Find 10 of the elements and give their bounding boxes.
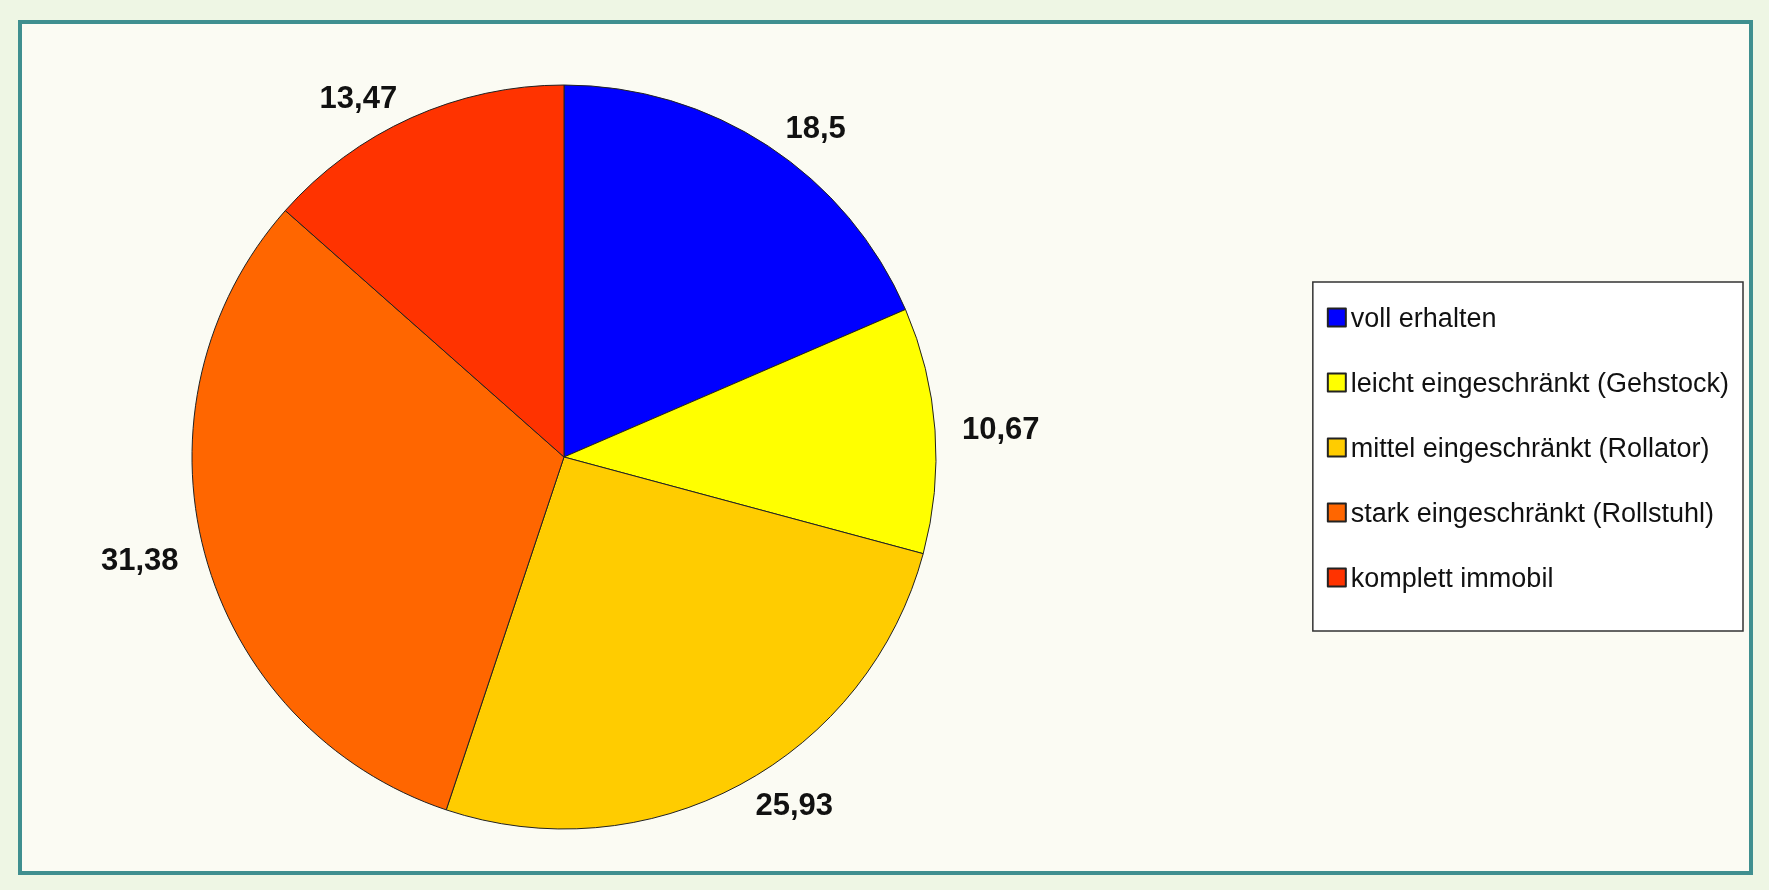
- legend-label: leicht eingeschränkt (Gehstock): [1350, 367, 1729, 398]
- data-label: 18,5: [785, 110, 846, 146]
- legend-label: komplett immobil: [1350, 562, 1554, 593]
- data-label: 10,67: [961, 410, 1040, 446]
- data-label: 31,38: [100, 541, 179, 577]
- legend-label: voll erhalten: [1350, 302, 1497, 333]
- data-label: 25,93: [755, 786, 833, 822]
- legend-label: stark eingeschränkt (Rollstuhl): [1350, 497, 1714, 528]
- data-label: 13,47: [319, 80, 398, 116]
- legend-label: mittel eingeschränkt (Rollator): [1350, 432, 1710, 463]
